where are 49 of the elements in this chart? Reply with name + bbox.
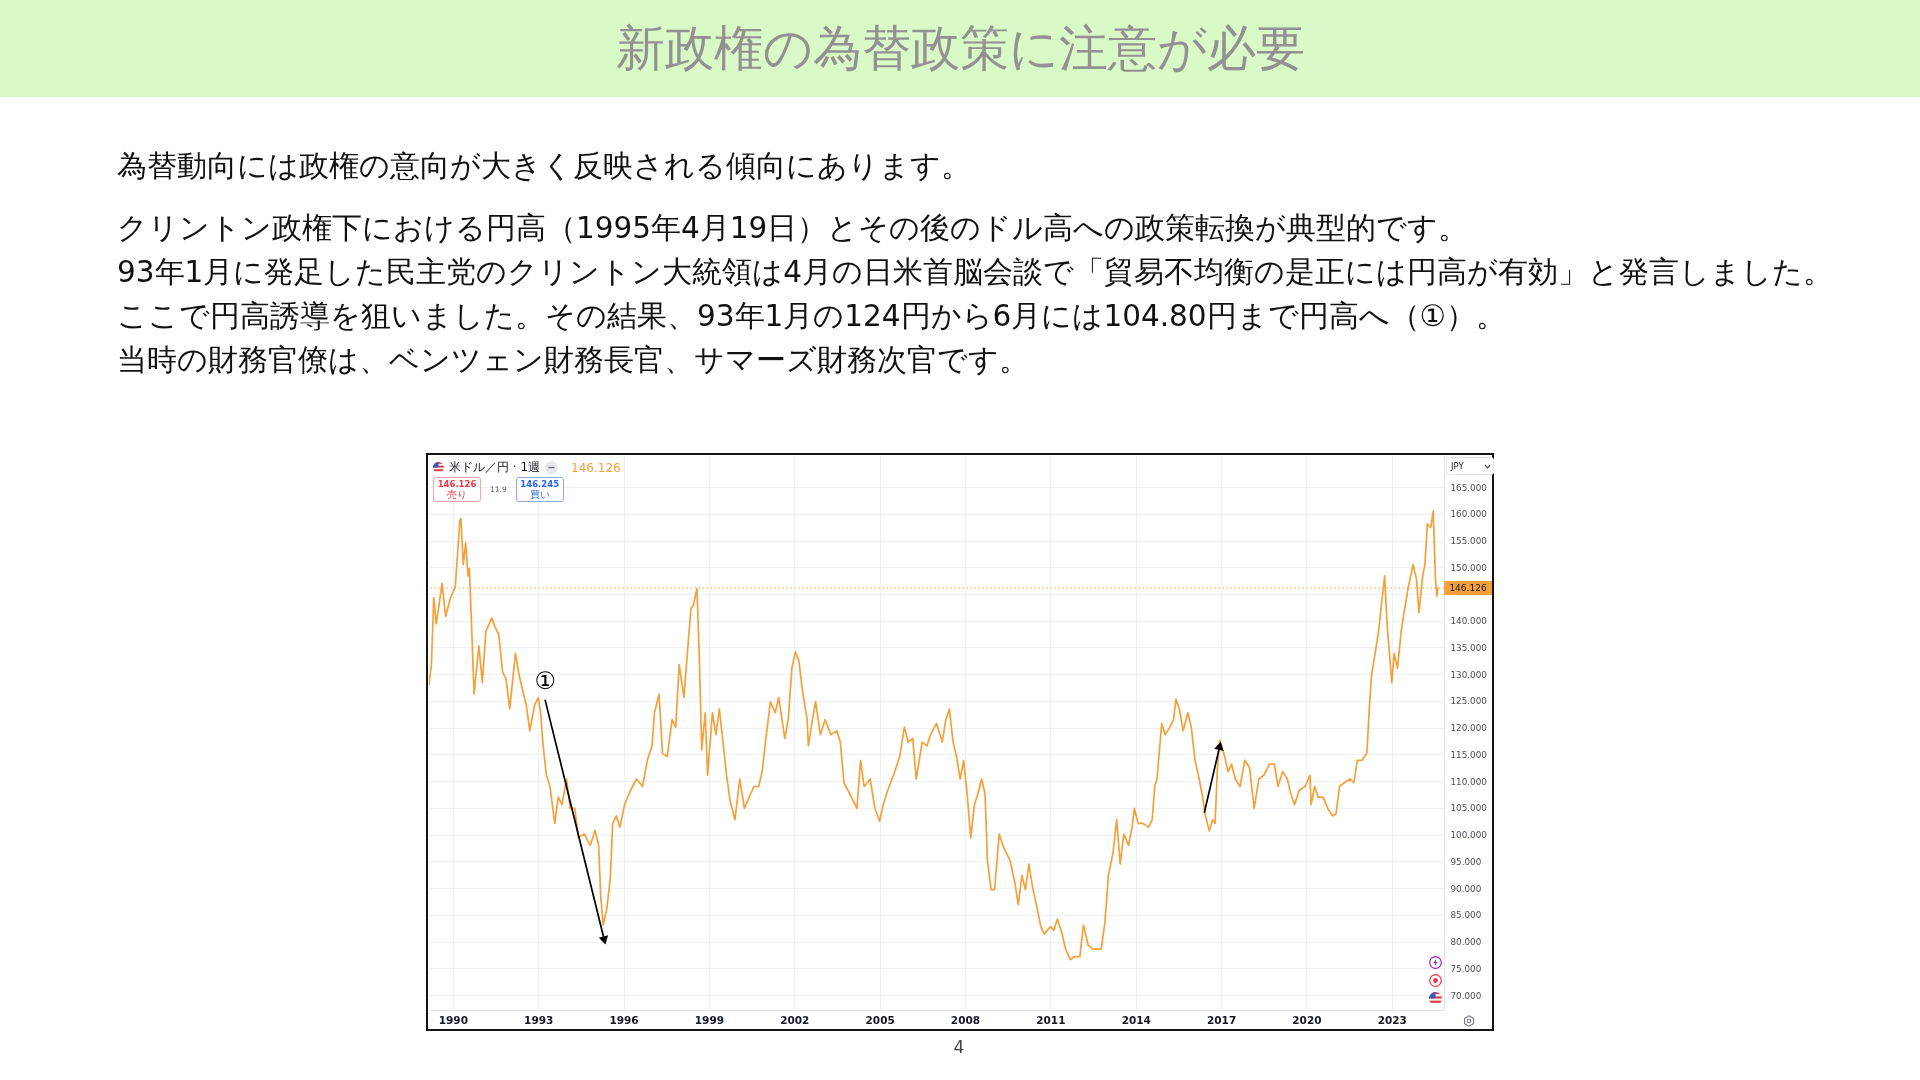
x-tick-label: 2017 <box>1207 1013 1237 1026</box>
annotation: 146.126 <box>571 460 621 475</box>
y-tick-label: 110.000 <box>1450 776 1488 787</box>
y-tick-label: 95.000 <box>1450 856 1482 867</box>
y-tick-label: 125.000 <box>1450 696 1488 707</box>
x-tick-label: 1993 <box>524 1013 554 1026</box>
annotation: 売り <box>447 488 467 500</box>
chart-subtitle: 為替動向には政権の意向が大きく反映される傾向にあります。 <box>117 148 971 185</box>
x-tick-label: 1999 <box>694 1013 725 1026</box>
x-tick-label: 2011 <box>1036 1013 1066 1026</box>
y-tick-label: 160.000 <box>1450 509 1488 520</box>
y-tick-label: 115.000 <box>1450 749 1488 760</box>
y-tick-label: 140.000 <box>1450 616 1488 627</box>
x-tick-label: 1996 <box>609 1013 639 1026</box>
y-tick-label: 80.000 <box>1450 937 1482 948</box>
x-tick-label: 2008 <box>950 1013 981 1026</box>
annotation: 米ドル／円 · 1週 <box>449 459 541 476</box>
text: ここで円高誘導を狙いました。その結果、93年1月の124円から6月には104.80円まで円高へ（①）。 <box>117 298 1507 335</box>
buy-button: 146.245 買い <box>515 477 564 502</box>
x-tick-label: 2023 <box>1377 1013 1407 1026</box>
x-tick-label: 2020 <box>1292 1013 1322 1026</box>
annotation: 146.245 <box>520 479 560 490</box>
y-tick-label: 70.000 <box>1450 990 1482 1001</box>
y-tick-label: 100.000 <box>1450 830 1488 841</box>
sell-button: 146.126 売り <box>433 477 481 502</box>
chart-title: 新政権の為替政策に注意が必要 <box>615 19 1305 77</box>
y-tick-label: 130.000 <box>1450 669 1488 680</box>
y-tick-label: 120.000 <box>1450 723 1488 734</box>
x-tick-label: 2014 <box>1121 1013 1151 1026</box>
text: 93年1月に発足した民主党のクリントン大統領は4月の日米首脳会談で「貿易不均衡の是正には円高が有効」と発言しました。 <box>117 254 1834 291</box>
y-tick-label: 155.000 <box>1450 536 1488 547</box>
y-tick-label: 105.000 <box>1450 803 1488 814</box>
y-tick-label: 150.000 <box>1450 562 1488 573</box>
x-tick-label: 1990 <box>438 1013 468 1026</box>
y-tick-label: 90.000 <box>1450 883 1482 894</box>
y-tick-label: 75.000 <box>1450 963 1482 974</box>
ref-line-label: 146.126 <box>1449 583 1487 593</box>
text: 4 <box>953 1037 965 1057</box>
annotation: 146.126 <box>437 479 477 490</box>
annotation: 買い <box>529 488 550 500</box>
x-tick-label: 2005 <box>865 1013 895 1026</box>
series-label: ① <box>534 667 556 696</box>
x-tick-label: 2002 <box>780 1013 810 1026</box>
text: クリントン政権下における円高（1995年4月19日）とその後のドル高への政策転換が典型的です。 <box>117 210 1469 247</box>
y-tick-label: 135.000 <box>1450 642 1488 653</box>
text: 当時の財務官僚は、ベンツェン財務長官、サマーズ財務次官です。 <box>117 342 1029 379</box>
y-tick-label: 85.000 <box>1450 910 1482 921</box>
currency-dropdown: JPY <box>1446 457 1494 475</box>
y-tick-label: 165.000 <box>1450 482 1488 493</box>
